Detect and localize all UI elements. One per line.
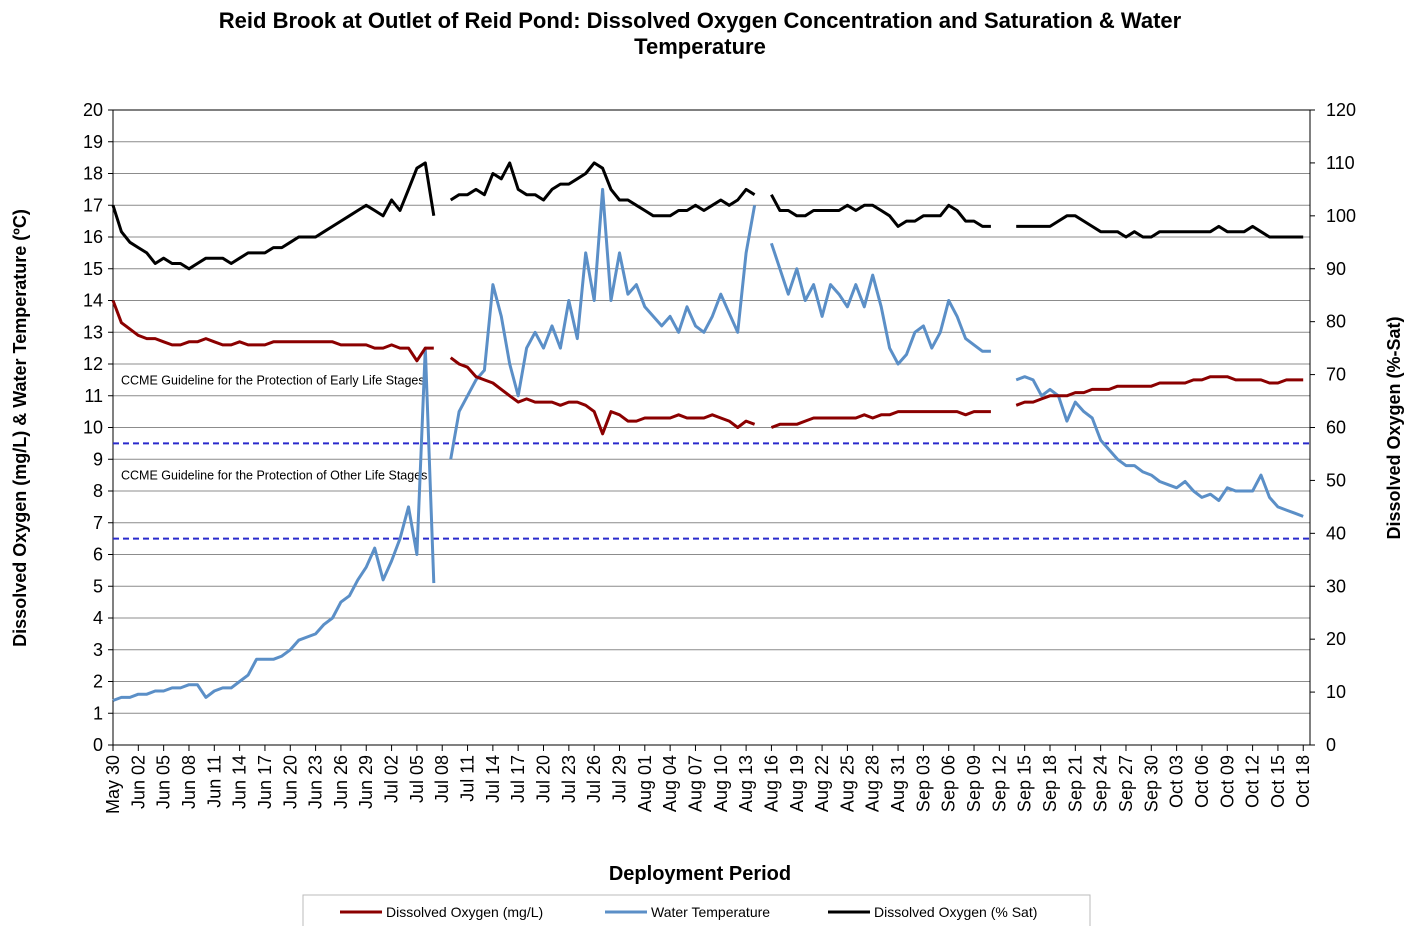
y-tick-label: 8 xyxy=(93,481,103,501)
y-axis-label: Dissolved Oxygen (mg/L) & Water Temperat… xyxy=(10,209,30,647)
y-tick-label: 11 xyxy=(84,386,103,406)
x-tick-label: Aug 01 xyxy=(635,755,655,812)
y2-tick-label: 110 xyxy=(1326,153,1355,173)
y-tick-label: 15 xyxy=(83,259,103,279)
y-tick-label: 5 xyxy=(93,576,103,596)
x-tick-label: Jul 14 xyxy=(483,755,503,803)
y-tick-label: 18 xyxy=(83,164,103,184)
y2-tick-label: 50 xyxy=(1326,470,1346,490)
y-tick-label: 7 xyxy=(93,513,103,533)
series-line xyxy=(112,187,1304,702)
x-tick-label: Oct 06 xyxy=(1192,755,1212,808)
x-tick-label: Aug 04 xyxy=(660,755,680,812)
x-tick-label: Sep 03 xyxy=(913,755,933,812)
x-tick-label: Aug 28 xyxy=(863,755,883,812)
y-tick-label: 0 xyxy=(93,735,103,755)
x-tick-label: Jun 29 xyxy=(356,755,376,809)
y2-tick-label: 20 xyxy=(1326,629,1346,649)
x-tick-label: Sep 09 xyxy=(964,755,984,812)
x-tick-label: Jul 11 xyxy=(458,755,478,802)
legend-label: Dissolved Oxygen (mg/L) xyxy=(386,904,543,920)
x-tick-label: Jun 08 xyxy=(179,755,199,809)
x-tick-label: Aug 13 xyxy=(736,755,756,812)
x-tick-label: Jun 11 xyxy=(204,755,224,808)
x-tick-label: Jun 20 xyxy=(280,755,300,809)
y-tick-label: 19 xyxy=(83,132,103,152)
x-tick-label: Oct 12 xyxy=(1243,755,1263,808)
x-tick-label: Sep 24 xyxy=(1091,755,1111,812)
y2-tick-label: 120 xyxy=(1326,100,1356,120)
reference-label: CCME Guideline for the Protection of Oth… xyxy=(121,469,427,483)
y2-tick-label: 90 xyxy=(1326,259,1346,279)
x-tick-label: Sep 15 xyxy=(1015,755,1035,812)
x-tick-label: Oct 03 xyxy=(1167,755,1187,808)
x-tick-label: Oct 09 xyxy=(1217,755,1237,808)
y-tick-label: 16 xyxy=(83,227,103,247)
x-tick-label: Jul 08 xyxy=(432,755,452,803)
x-tick-label: Aug 25 xyxy=(837,755,857,812)
x-tick-label: Jul 23 xyxy=(559,755,579,803)
y2-axis-label: Dissolved Oxygen (%-Sat) xyxy=(1384,316,1404,539)
x-tick-label: Jul 05 xyxy=(407,755,427,803)
y2-tick-label: 80 xyxy=(1326,312,1346,332)
x-tick-label: Oct 15 xyxy=(1268,755,1288,808)
x-tick-label: Jun 23 xyxy=(306,755,326,809)
y-tick-label: 2 xyxy=(93,672,103,692)
x-tick-label: Aug 22 xyxy=(812,755,832,812)
x-tick-label: Jul 02 xyxy=(382,755,402,803)
y-tick-label: 20 xyxy=(83,100,103,120)
y-tick-label: 14 xyxy=(83,291,103,311)
y2-tick-label: 40 xyxy=(1326,523,1346,543)
legend-label: Water Temperature xyxy=(651,904,770,920)
x-tick-label: Jun 17 xyxy=(255,755,275,809)
x-tick-label: Aug 10 xyxy=(711,755,731,812)
x-tick-label: Sep 12 xyxy=(989,755,1009,812)
y-tick-label: 10 xyxy=(83,418,103,438)
y-tick-label: 9 xyxy=(93,449,103,469)
series-line xyxy=(111,161,1304,271)
x-tick-label: Jun 02 xyxy=(128,755,148,809)
x-tick-label: Sep 27 xyxy=(1116,755,1136,812)
x-tick-label: Aug 07 xyxy=(685,755,705,812)
y2-tick-label: 10 xyxy=(1326,682,1346,702)
x-tick-label: Sep 06 xyxy=(939,755,959,812)
reference-label: CCME Guideline for the Protection of Ear… xyxy=(121,373,425,387)
x-tick-label: Sep 18 xyxy=(1040,755,1060,812)
x-tick-label: Oct 18 xyxy=(1293,755,1313,808)
x-tick-label: Jun 14 xyxy=(230,755,250,809)
y2-tick-label: 70 xyxy=(1326,365,1346,385)
x-tick-label: May 30 xyxy=(103,755,123,814)
chart-title: Reid Brook at Outlet of Reid Pond: Disso… xyxy=(219,8,1182,59)
y-tick-label: 6 xyxy=(93,545,103,565)
series-line xyxy=(111,299,1304,436)
x-tick-label: Aug 19 xyxy=(787,755,807,812)
x-tick-label: Jun 26 xyxy=(331,755,351,809)
x-tick-label: Aug 16 xyxy=(761,755,781,812)
y2-tick-label: 60 xyxy=(1326,418,1346,438)
x-tick-label: Sep 21 xyxy=(1065,755,1085,812)
y-tick-label: 12 xyxy=(83,354,103,374)
y-tick-label: 1 xyxy=(93,703,103,723)
y-tick-label: 4 xyxy=(93,608,103,628)
y-tick-label: 13 xyxy=(83,322,103,342)
plot-frame xyxy=(112,109,1311,746)
y2-tick-label: 0 xyxy=(1326,735,1336,755)
x-tick-label: Jul 20 xyxy=(534,755,554,803)
y-tick-label: 3 xyxy=(93,640,103,660)
y2-tick-label: 100 xyxy=(1326,206,1356,226)
x-tick-label: Sep 30 xyxy=(1141,755,1161,812)
y2-tick-label: 30 xyxy=(1326,576,1346,596)
x-tick-label: Jul 17 xyxy=(508,755,528,803)
x-tick-label: Aug 31 xyxy=(888,755,908,812)
x-tick-label: Jul 26 xyxy=(584,755,604,803)
x-tick-label: Jul 29 xyxy=(609,755,629,803)
x-tick-label: Jun 05 xyxy=(154,755,174,809)
legend-label: Dissolved Oxygen (% Sat) xyxy=(874,904,1037,920)
x-axis-label: Deployment Period xyxy=(609,863,791,885)
y-tick-label: 17 xyxy=(83,195,103,215)
